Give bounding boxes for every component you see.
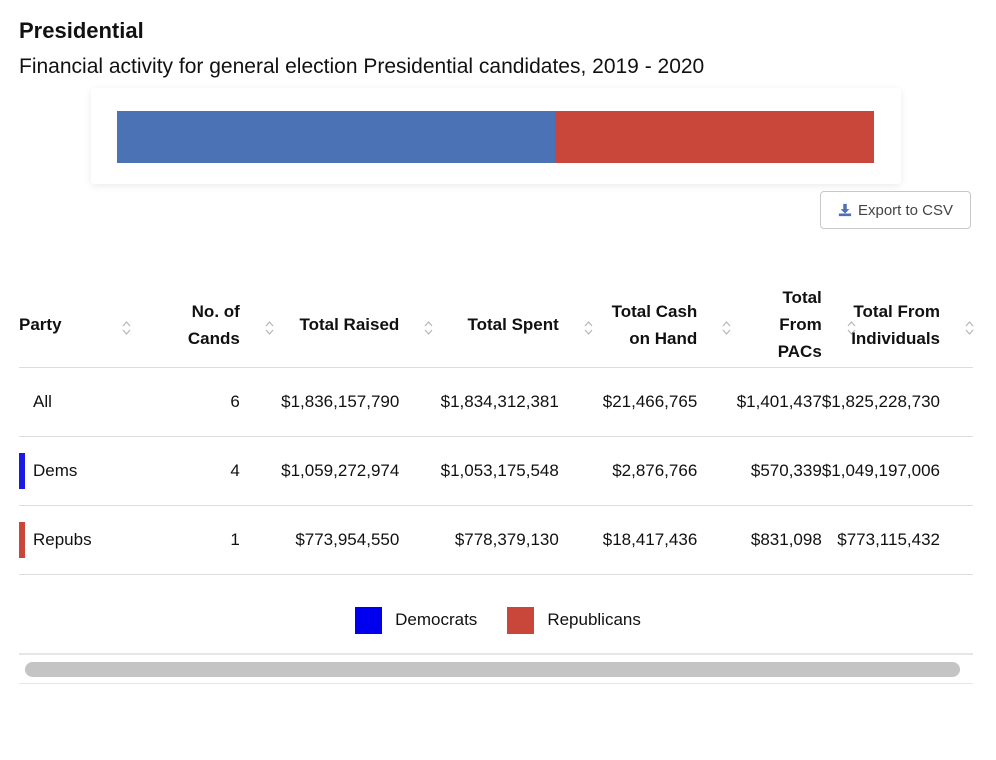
sort-icon[interactable]	[847, 317, 856, 335]
table-header-row: Party No. of Cands Total Raised Total Spe…	[19, 282, 974, 368]
total-spent-cell: $1,053,175,548	[399, 436, 559, 506]
party-cell: Repubs	[19, 505, 134, 575]
export-csv-label: Export to CSV	[857, 201, 954, 219]
horizontal-scrollbar[interactable]	[19, 655, 973, 684]
table-row[interactable]: All 6 $1,836,157,790 $1,834,312,381 $21,…	[19, 367, 973, 437]
cash-on-hand-cell: $2,876,766	[558, 436, 698, 506]
sort-icon[interactable]	[424, 317, 433, 335]
column-header-total-from-individuals[interactable]: Total From Individuals	[822, 282, 974, 368]
total-from-individuals-cell: $1,825,228,730	[821, 367, 973, 437]
export-csv-button[interactable]: Export to CSV	[820, 191, 971, 229]
sort-icon[interactable]	[265, 317, 274, 335]
total-from-individuals-cell: $1,049,197,006	[821, 436, 973, 506]
total-from-individuals-cell: $773,115,432	[821, 505, 973, 575]
column-header-cands[interactable]: No. of Cands	[133, 282, 274, 368]
cands-cell: 4	[133, 436, 240, 506]
sort-icon[interactable]	[722, 317, 731, 335]
column-header-total-raised[interactable]: Total Raised	[240, 282, 433, 368]
legend-item-republicans: Republicans	[507, 605, 641, 634]
legend-swatch-republicans	[507, 607, 535, 634]
party-cell: All	[19, 367, 134, 437]
total-raised-cell: $1,059,272,974	[239, 436, 400, 506]
total-spent-cell: $778,379,130	[399, 505, 559, 575]
legend-swatch-democrats	[355, 607, 383, 634]
sort-icon[interactable]	[584, 317, 593, 335]
total-raised-cell: $773,954,550	[239, 505, 400, 575]
table-row[interactable]: Dems 4 $1,059,272,974 $1,053,175,548 $2,…	[19, 436, 973, 506]
democrats-segment[interactable]	[117, 111, 555, 163]
party-marker	[19, 453, 25, 489]
page-subtitle: Financial activity for general election …	[19, 55, 705, 78]
column-header-total-spent[interactable]: Total Spent	[399, 282, 593, 368]
party-marker	[19, 384, 25, 420]
party-cell: Dems	[19, 436, 134, 506]
sort-icon[interactable]	[122, 317, 131, 335]
page-title: Presidential	[19, 18, 144, 43]
party-marker	[19, 522, 25, 558]
legend-item-democrats: Democrats	[355, 605, 477, 634]
party-share-bar	[117, 111, 874, 163]
cash-on-hand-cell: $18,417,436	[558, 505, 698, 575]
total-from-pacs-cell: $1,401,437	[697, 367, 822, 437]
cands-cell: 1	[133, 505, 240, 575]
cash-on-hand-cell: $21,466,765	[558, 367, 698, 437]
cands-cell: 6	[133, 367, 240, 437]
total-raised-cell: $1,836,157,790	[239, 367, 400, 437]
legend: Democrats Republicans	[0, 605, 996, 634]
total-spent-cell: $1,834,312,381	[399, 367, 559, 437]
total-from-pacs-cell: $570,339	[697, 436, 822, 506]
republicans-segment[interactable]	[554, 111, 874, 163]
divider	[19, 653, 973, 655]
column-header-total-from-pacs[interactable]: Total From PACs	[697, 282, 856, 368]
column-header-party[interactable]: Party	[19, 282, 133, 368]
download-icon	[838, 203, 852, 217]
scrollbar-thumb[interactable]	[25, 662, 960, 677]
total-from-pacs-cell: $831,098	[697, 505, 822, 575]
financial-table: Party No. of Cands Total Raised Total Spe…	[19, 282, 974, 575]
table-row[interactable]: Repubs 1 $773,954,550 $778,379,130 $18,4…	[19, 505, 973, 575]
sort-icon[interactable]	[965, 317, 974, 335]
column-header-cash-on-hand[interactable]: Total Cash on Hand	[559, 282, 731, 368]
party-share-chart	[91, 88, 901, 184]
